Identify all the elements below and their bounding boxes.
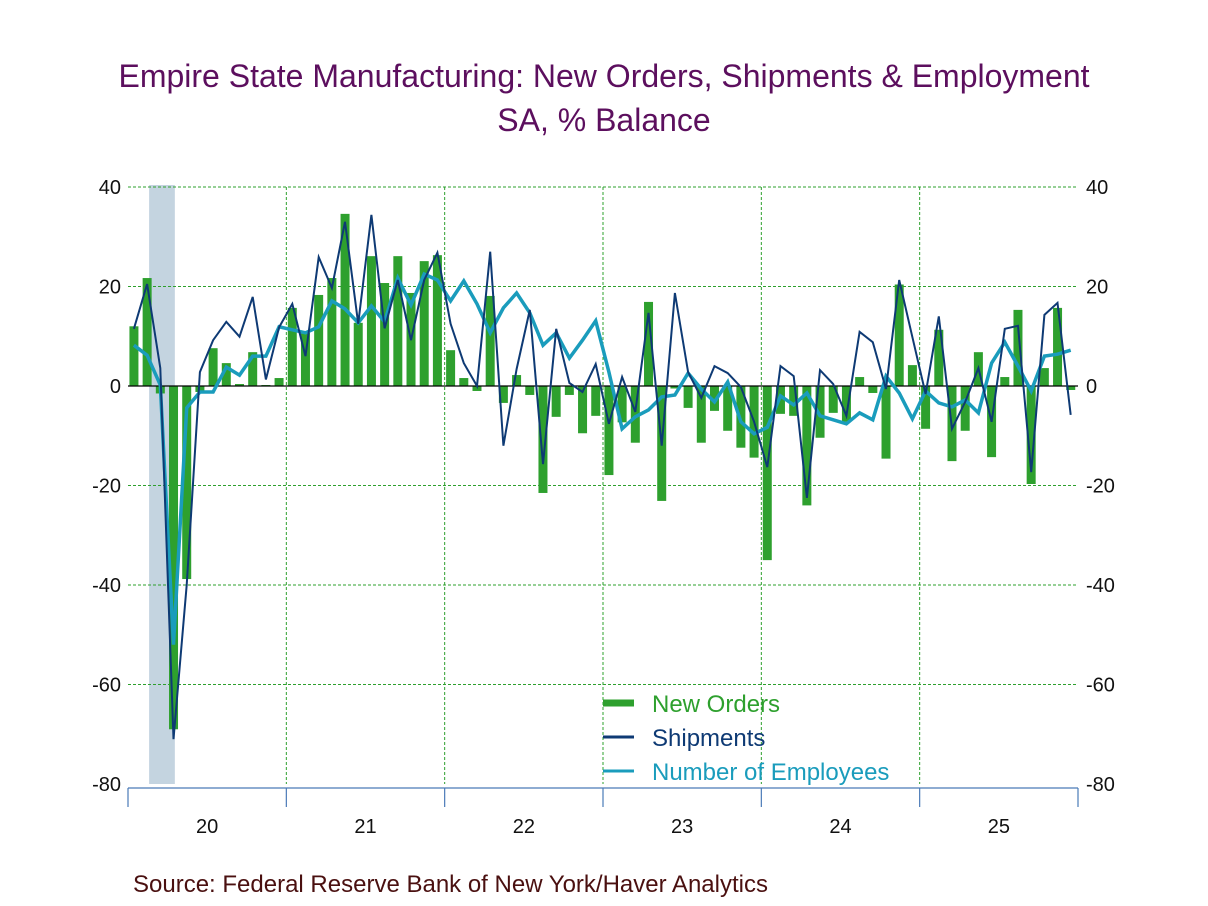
bar-new-orders xyxy=(314,294,324,386)
bar-new-orders xyxy=(129,326,139,386)
bar-new-orders xyxy=(300,332,310,386)
bar-new-orders xyxy=(723,386,733,431)
bar-new-orders xyxy=(498,386,508,403)
bar-new-orders xyxy=(182,386,192,580)
bar-new-orders xyxy=(142,278,152,386)
bar-new-orders xyxy=(644,301,654,386)
y-tick-label-left: 20 xyxy=(99,277,121,299)
bar-new-orders xyxy=(578,386,588,434)
bar-new-orders xyxy=(525,386,535,395)
bar-new-orders xyxy=(353,322,363,386)
y-tick-label-right: -20 xyxy=(1086,476,1115,498)
bar-new-orders xyxy=(604,386,614,476)
bar-new-orders xyxy=(287,307,297,386)
bar-new-orders xyxy=(366,256,376,386)
bar-new-orders xyxy=(921,386,931,429)
bar-new-orders xyxy=(841,386,851,422)
bar-new-orders xyxy=(868,386,878,393)
bar-new-orders xyxy=(446,350,456,386)
y-tick-label-left: -40 xyxy=(92,575,121,597)
bar-new-orders xyxy=(1066,386,1076,390)
bar-new-orders xyxy=(617,386,627,423)
bar-new-orders xyxy=(327,278,337,386)
bar-new-orders xyxy=(380,283,390,386)
x-tick-label: 21 xyxy=(354,816,376,838)
bar-new-orders xyxy=(1013,309,1023,386)
bar-new-orders xyxy=(1000,377,1010,386)
y-tick-label-right: -40 xyxy=(1086,575,1115,597)
line-number-of-employees xyxy=(132,271,1072,645)
bar-new-orders xyxy=(512,375,522,386)
bar-new-orders xyxy=(340,213,350,386)
bar-new-orders xyxy=(169,386,179,730)
bar-new-orders xyxy=(802,386,812,506)
bar-new-orders xyxy=(393,256,403,386)
x-tick-label: 22 xyxy=(513,816,535,838)
y-tick-label-left: -60 xyxy=(92,675,121,697)
bar-new-orders xyxy=(432,255,442,386)
line-shipments xyxy=(132,214,1072,740)
bar-new-orders xyxy=(234,384,244,386)
bar-new-orders xyxy=(828,386,838,413)
bar-new-orders xyxy=(934,329,944,386)
chart-title: Empire State Manufacturing: New Orders, … xyxy=(118,58,1090,94)
bar-new-orders xyxy=(419,261,429,386)
bar-new-orders xyxy=(564,386,574,395)
x-tick-label: 20 xyxy=(196,816,218,838)
y-tick-label-left: 0 xyxy=(110,376,121,398)
bar-new-orders xyxy=(881,386,891,459)
bar-new-orders xyxy=(248,352,258,386)
bar-new-orders xyxy=(762,386,772,561)
legend-label: Shipments xyxy=(652,725,765,752)
bar-new-orders xyxy=(221,363,231,386)
bar-new-orders xyxy=(591,386,601,416)
bar-new-orders xyxy=(472,386,482,391)
x-tick-label: 23 xyxy=(671,816,693,838)
bar-new-orders xyxy=(538,386,548,493)
bar-new-orders xyxy=(855,377,865,386)
y-tick-label-right: 0 xyxy=(1086,376,1097,398)
bar-new-orders xyxy=(789,386,799,416)
bar-new-orders xyxy=(459,378,469,386)
bar-new-orders xyxy=(960,386,970,431)
bar-new-orders xyxy=(894,284,904,386)
bar-new-orders xyxy=(1026,386,1036,485)
x-tick-label: 24 xyxy=(829,816,851,838)
bar-new-orders xyxy=(815,386,825,438)
y-tick-label-left: -20 xyxy=(92,476,121,498)
bar-new-orders xyxy=(696,386,706,443)
bar-new-orders xyxy=(195,386,205,392)
y-tick-label-left: 40 xyxy=(99,177,121,199)
y-tick-label-right: 20 xyxy=(1086,277,1108,299)
y-tick-label-left: -80 xyxy=(92,774,121,796)
legend-label: New Orders xyxy=(652,691,780,718)
bar-new-orders xyxy=(630,386,640,443)
bar-new-orders xyxy=(274,378,284,386)
bar-new-orders xyxy=(551,386,561,417)
bar-new-orders xyxy=(907,365,917,386)
bar-new-orders xyxy=(1053,307,1063,386)
bar-new-orders xyxy=(1039,368,1049,386)
y-tick-label-right: -80 xyxy=(1086,774,1115,796)
legend-label: Number of Employees xyxy=(652,759,889,786)
chart-subtitle: SA, % Balance xyxy=(497,102,711,138)
source-note: Source: Federal Reserve Bank of New York… xyxy=(133,871,768,898)
y-tick-label-right: -60 xyxy=(1086,675,1115,697)
x-tick-label: 25 xyxy=(988,816,1010,838)
bar-new-orders xyxy=(709,386,719,411)
bar-new-orders xyxy=(683,386,693,408)
y-tick-label-right: 40 xyxy=(1086,177,1108,199)
bar-new-orders xyxy=(670,386,680,389)
bar-new-orders xyxy=(485,295,495,386)
bar-new-orders xyxy=(208,348,218,386)
